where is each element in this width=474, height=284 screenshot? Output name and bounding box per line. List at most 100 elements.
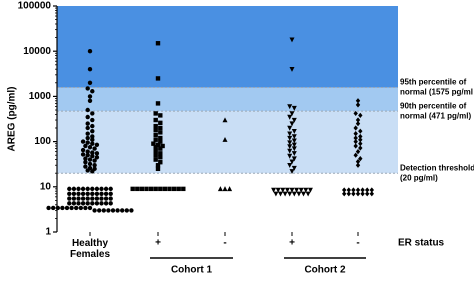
data-point bbox=[67, 196, 72, 201]
data-point bbox=[158, 113, 163, 118]
data-point bbox=[167, 186, 172, 192]
data-point bbox=[155, 163, 161, 168]
data-point bbox=[71, 191, 77, 197]
data-point bbox=[87, 98, 93, 103]
data-point bbox=[155, 41, 161, 46]
data-point bbox=[94, 191, 100, 197]
data-point bbox=[271, 187, 277, 193]
data-point bbox=[353, 135, 358, 141]
data-point bbox=[71, 201, 77, 206]
data-point bbox=[291, 117, 297, 123]
data-point bbox=[365, 187, 370, 193]
data-point bbox=[353, 131, 358, 137]
data-point bbox=[64, 205, 70, 211]
data-point bbox=[94, 201, 100, 206]
data-point bbox=[291, 105, 297, 111]
data-point bbox=[85, 149, 90, 154]
data-point bbox=[181, 186, 186, 192]
data-point bbox=[85, 191, 90, 197]
data-point bbox=[291, 134, 297, 140]
data-point bbox=[94, 142, 100, 147]
data-point bbox=[83, 164, 88, 169]
data-point bbox=[94, 155, 100, 160]
data-point bbox=[287, 114, 293, 120]
data-point bbox=[351, 191, 356, 197]
data-point bbox=[353, 152, 358, 158]
data-point bbox=[46, 205, 51, 211]
data-point bbox=[90, 123, 95, 129]
data-point bbox=[87, 145, 93, 150]
annotation: normal (1575 pg/ml bbox=[400, 88, 473, 97]
data-point bbox=[289, 37, 295, 43]
data-point bbox=[85, 131, 90, 136]
data-point bbox=[71, 196, 77, 201]
data-point bbox=[103, 196, 109, 201]
x-tick-label: - bbox=[356, 238, 359, 249]
data-point bbox=[60, 205, 65, 211]
data-point bbox=[282, 191, 288, 197]
data-point bbox=[69, 205, 74, 211]
data-point bbox=[87, 94, 93, 99]
annotation: normal (471 pg/ml) bbox=[400, 111, 471, 120]
data-point bbox=[55, 205, 60, 211]
data-point bbox=[153, 157, 158, 162]
data-point bbox=[305, 191, 311, 197]
data-point bbox=[76, 201, 81, 206]
data-point bbox=[158, 120, 163, 126]
data-point bbox=[227, 186, 233, 192]
data-point bbox=[85, 107, 90, 113]
data-point bbox=[303, 187, 309, 193]
annotation: 90th percentile of bbox=[400, 101, 467, 110]
data-point bbox=[222, 186, 228, 192]
data-point bbox=[78, 205, 84, 211]
y-tick-label: 1 bbox=[45, 227, 51, 238]
data-point bbox=[358, 145, 363, 151]
data-point bbox=[80, 152, 86, 157]
data-point bbox=[129, 208, 134, 213]
data-point bbox=[287, 148, 293, 154]
data-point bbox=[67, 186, 72, 192]
data-point bbox=[90, 137, 95, 142]
data-point bbox=[80, 186, 86, 192]
data-point bbox=[83, 143, 88, 149]
data-point bbox=[85, 135, 90, 141]
data-point bbox=[291, 138, 297, 144]
data-point bbox=[97, 208, 102, 213]
data-point bbox=[287, 131, 293, 137]
data-point bbox=[284, 187, 290, 193]
data-point bbox=[108, 196, 113, 201]
data-point bbox=[287, 153, 293, 159]
data-point bbox=[76, 196, 81, 201]
data-point bbox=[67, 201, 72, 206]
data-point bbox=[85, 201, 90, 206]
data-point bbox=[155, 101, 161, 106]
data-point bbox=[298, 187, 304, 193]
data-point bbox=[158, 139, 163, 144]
data-point bbox=[85, 168, 90, 173]
data-point bbox=[92, 163, 97, 168]
data-point bbox=[353, 125, 358, 131]
data-point bbox=[103, 191, 109, 197]
data-point bbox=[90, 89, 95, 94]
data-point bbox=[87, 161, 93, 167]
data-point bbox=[80, 196, 86, 201]
data-point bbox=[158, 160, 163, 165]
data-point bbox=[342, 187, 347, 193]
data-point bbox=[85, 125, 90, 131]
data-point bbox=[99, 201, 104, 206]
data-point bbox=[171, 186, 177, 192]
data-point bbox=[353, 139, 358, 145]
data-point bbox=[130, 186, 135, 192]
data-point bbox=[291, 146, 297, 152]
annotation: (20 pg/ml) bbox=[400, 173, 438, 182]
data-point bbox=[153, 186, 158, 192]
data-point bbox=[85, 186, 90, 192]
data-point bbox=[148, 186, 154, 192]
data-point bbox=[80, 147, 86, 153]
data-point bbox=[358, 133, 363, 140]
data-point bbox=[153, 148, 158, 154]
data-point bbox=[342, 191, 347, 197]
data-point bbox=[90, 128, 95, 134]
data-point bbox=[99, 186, 104, 192]
